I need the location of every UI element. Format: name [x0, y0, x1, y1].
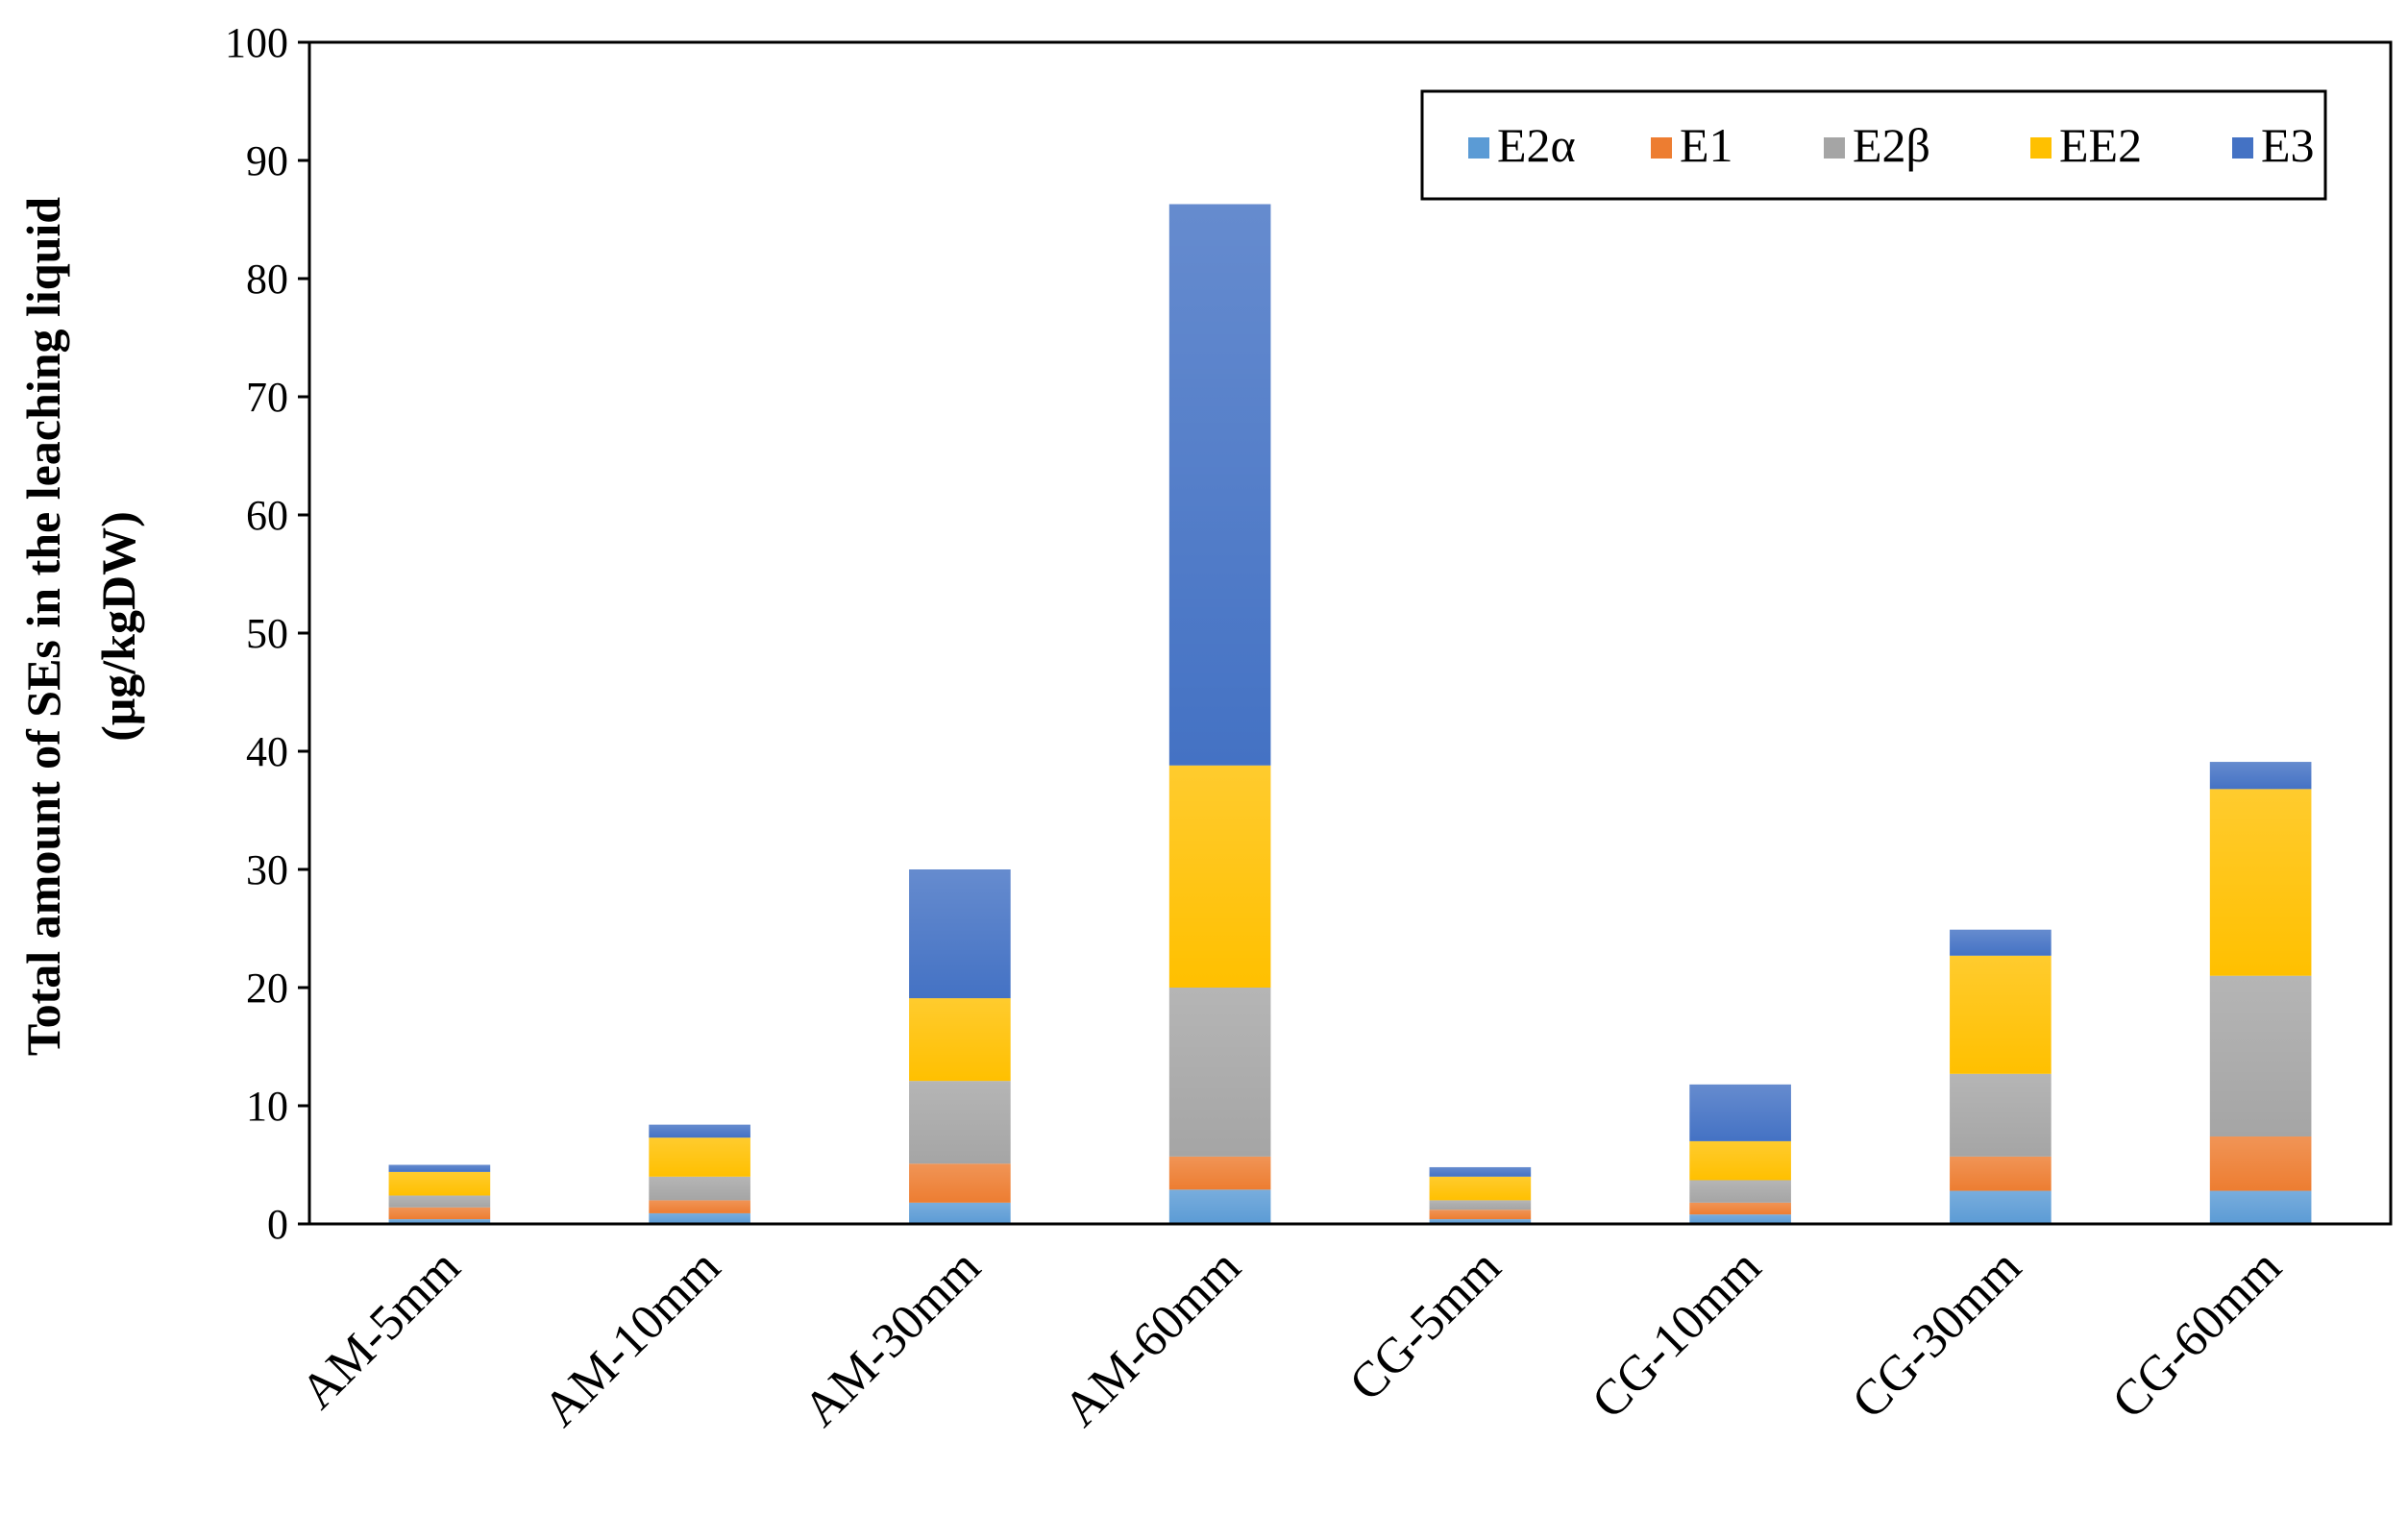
x-axis-labels: AM-5mm AM-10mm AM-30mm AM-60mm CG-5mm CG-10mm…: [290, 1239, 2292, 1437]
bar-segment-shade: [1168, 765, 1271, 988]
bar-segment-shade: [1689, 1202, 1791, 1215]
bar-segment-shade: [1950, 1156, 2052, 1191]
y-tick-label: 100: [225, 19, 288, 66]
x-category-label: AM-60mm: [1053, 1239, 1251, 1437]
y-axis-title-line2: (μg/kgDW): [91, 511, 145, 741]
x-category-label: CG-30mm: [1842, 1239, 2032, 1429]
bar-segment-shade: [388, 1171, 491, 1196]
bar-segment-shade: [2209, 975, 2312, 1136]
legend-label: EE2: [2059, 118, 2142, 172]
y-tick-label: 40: [246, 728, 288, 775]
bar-segment-shade: [649, 1200, 750, 1213]
bar-segment-shade: [909, 1163, 1011, 1203]
x-category-label: AM-30mm: [794, 1239, 992, 1437]
bar-segment-shade: [1950, 1073, 2052, 1157]
bars: [388, 204, 2312, 1224]
bar-segment-shade: [1168, 204, 1271, 766]
legend-label: E2β: [1853, 118, 1930, 172]
bar-segment-shade: [649, 1176, 750, 1201]
bar-segment-shade: [649, 1212, 750, 1224]
y-axis-title-line1: Total amount of SEs in the leaching liqu…: [16, 197, 70, 1056]
bar-segment-shade: [909, 998, 1011, 1082]
y-axis-ticks: 0 10 20 30 40 50 60 70 80 90 100: [225, 19, 309, 1248]
bar-segment-shade: [2209, 762, 2312, 790]
legend-swatch-e3: [2232, 137, 2253, 159]
legend-label: E3: [2261, 118, 2315, 172]
legend: E2α E1 E2β EE2 E3: [1420, 89, 2327, 201]
y-tick-label: 80: [246, 256, 288, 303]
bar-segment-shade: [1429, 1166, 1532, 1177]
bar-segment-shade: [1429, 1219, 1532, 1224]
bar-segment-shade: [649, 1124, 750, 1138]
bar-segment-shade: [909, 869, 1011, 999]
bar-segment-shade: [1429, 1176, 1532, 1201]
y-tick-label: 90: [246, 137, 288, 184]
bar-segment-shade: [1950, 955, 2052, 1074]
legend-label: E1: [1680, 118, 1733, 172]
bar-segment-shade: [909, 1081, 1011, 1164]
bar-segment-shade: [388, 1219, 491, 1224]
bar-segment-shade: [1689, 1084, 1791, 1141]
y-tick-label: 20: [246, 965, 288, 1012]
y-tick-label: 60: [246, 492, 288, 539]
x-category-label: CG-10mm: [1582, 1239, 1772, 1429]
bar-segment-shade: [909, 1202, 1011, 1224]
x-category-label: CG-5mm: [1339, 1239, 1511, 1411]
bar-segment-shade: [1429, 1210, 1532, 1220]
bar-segment-shade: [1168, 1189, 1271, 1224]
x-category-label: AM-10mm: [533, 1239, 731, 1437]
bar-segment-shade: [1689, 1140, 1791, 1181]
y-tick-label: 30: [246, 846, 288, 893]
legend-swatch-e2α: [1468, 137, 1489, 159]
x-category-label: CG-60mm: [2102, 1239, 2293, 1429]
bar-segment-shade: [1168, 988, 1271, 1157]
y-tick-label: 70: [246, 374, 288, 421]
y-tick-label: 0: [267, 1201, 288, 1248]
y-axis-title: Total amount of SEs in the leaching liqu…: [16, 197, 145, 1056]
y-tick-label: 50: [246, 610, 288, 657]
bar-segment-shade: [2209, 789, 2312, 976]
legend-swatch-e2β: [1824, 137, 1845, 159]
y-tick-label: 10: [246, 1083, 288, 1130]
x-category-label: AM-5mm: [290, 1239, 470, 1419]
legend-box: [1420, 89, 2327, 201]
legend-swatch-ee2: [2030, 137, 2052, 159]
bar-segment-shade: [1689, 1180, 1791, 1203]
bar-segment-shade: [649, 1137, 750, 1177]
bar-segment-shade: [1689, 1214, 1791, 1224]
plot-area-frame: [307, 40, 2393, 1226]
bar-segment-shade: [1429, 1200, 1532, 1210]
bar-segment-shade: [1950, 929, 2052, 956]
bar-segment-shade: [388, 1207, 491, 1220]
bar-segment-shade: [388, 1195, 491, 1208]
legend-label: E2α: [1497, 118, 1576, 172]
bar-segment-shade: [1950, 1190, 2052, 1224]
bar-segment-shade: [1168, 1156, 1271, 1190]
bar-segment-shade: [2209, 1190, 2312, 1224]
legend-swatch-e1: [1651, 137, 1672, 159]
bar-segment-shade: [388, 1164, 491, 1172]
bar-segment-shade: [2209, 1136, 2312, 1191]
